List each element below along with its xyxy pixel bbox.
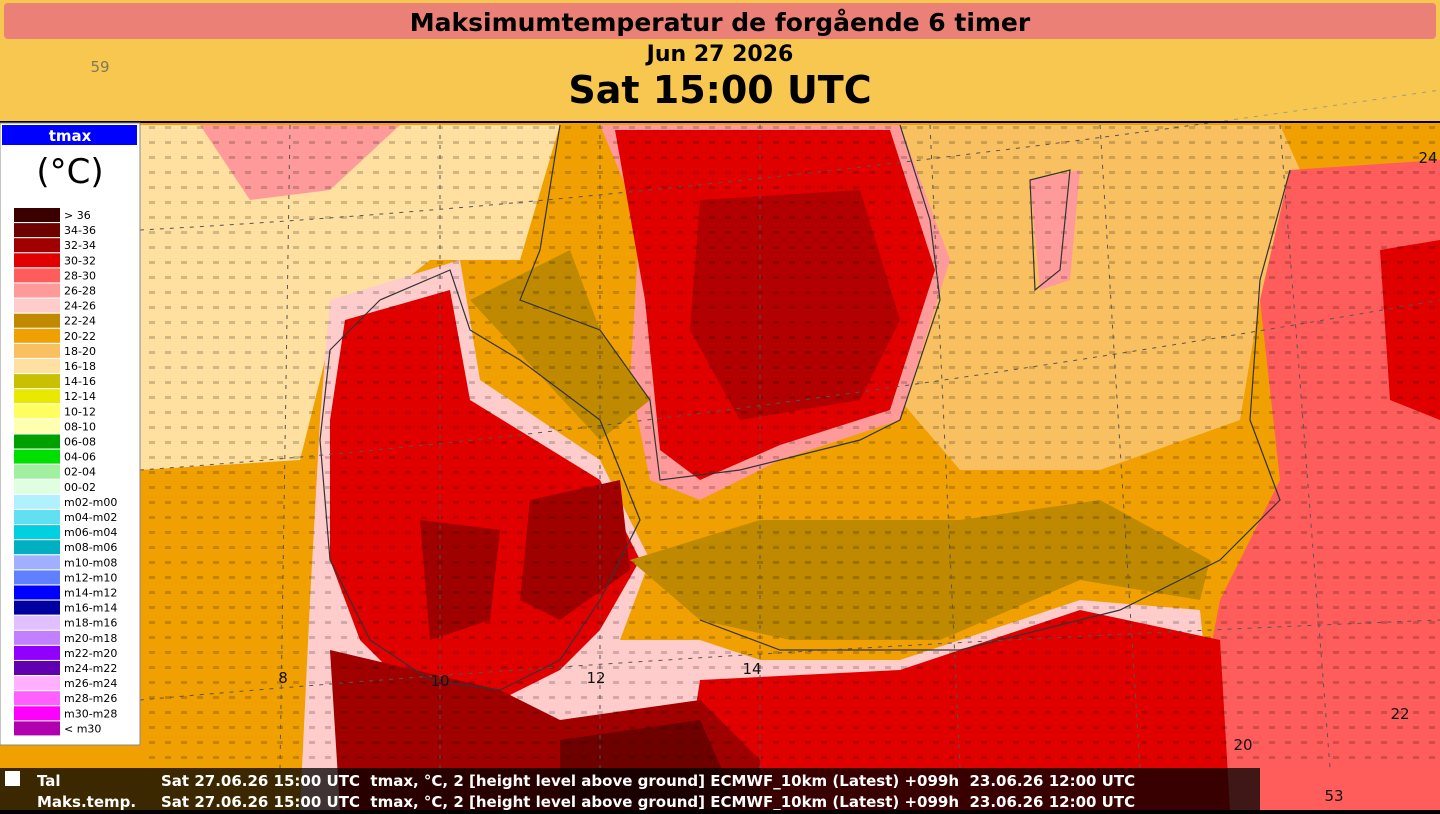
legend-swatch [14, 343, 60, 358]
legend-swatch [14, 540, 60, 555]
legend-swatch [14, 555, 60, 570]
graticule-label: 10 [430, 672, 449, 690]
legend-label: m26-m24 [64, 677, 117, 690]
legend-label: 30-32 [64, 254, 96, 267]
legend-label: 02-04 [64, 466, 96, 479]
graticule-label: 14 [742, 660, 761, 678]
legend-swatch [14, 600, 60, 615]
legend-swatch [14, 208, 60, 222]
legend-swatch [14, 374, 60, 389]
legend-label: m06-m04 [64, 526, 117, 539]
legend: tmax (°C) > 36 34-36 32-34 30-32 28-30 26-28 2… [0, 122, 141, 746]
legend-swatch [14, 268, 60, 283]
legend-swatch [14, 615, 60, 630]
legend-swatch [14, 525, 60, 540]
legend-label: 12-14 [64, 390, 96, 403]
temperature-fields [140, 125, 1440, 810]
title: Maksimumtemperatur de forgående 6 timer [410, 8, 1031, 37]
legend-swatch [14, 313, 60, 328]
legend-label: m10-m08 [64, 556, 117, 569]
legend-swatch [14, 691, 60, 706]
legend-label: 32-34 [64, 239, 96, 252]
footer-name: Maks.temp. [37, 793, 136, 810]
legend-swatch [14, 630, 60, 645]
legend-swatch [14, 585, 60, 600]
legend-swatch [14, 464, 60, 479]
footer-info: Sat 27.06.26 15:00 UTC tmax, °C, 2 [heig… [161, 793, 1135, 810]
legend-swatch [14, 389, 60, 404]
legend-swatch [14, 238, 60, 253]
legend-label: m18-m16 [64, 617, 117, 630]
legend-swatch [14, 404, 60, 419]
footer: Tal Sat 27.06.26 15:00 UTC tmax, °C, 2 [h… [0, 768, 1260, 811]
legend-swatch [14, 419, 60, 434]
legend-label: 08-10 [64, 420, 96, 433]
legend-unit: (°C) [36, 152, 103, 192]
legend-label: m08-m06 [64, 541, 117, 554]
legend-label: m22-m20 [64, 647, 117, 660]
graticule-label: 20 [1233, 736, 1252, 754]
legend-label: 24-26 [64, 300, 96, 313]
coastlines [319, 124, 1291, 691]
legend-label: 06-08 [64, 436, 96, 449]
legend-label: 20-22 [64, 330, 96, 343]
graticule [139, 89, 1440, 769]
legend-label: 28-30 [64, 269, 96, 282]
legend-label: m24-m22 [64, 662, 117, 675]
legend-swatch [14, 706, 60, 721]
legend-label: 10-12 [64, 405, 96, 418]
footer-name: Tal [37, 772, 61, 790]
legend-label: m28-m26 [64, 692, 117, 705]
legend-label: < m30 [64, 722, 101, 735]
header: Maksimumtemperatur de forgående 6 timer … [0, 0, 1440, 123]
graticule-label: 12 [586, 669, 605, 687]
time: Sat 15:00 UTC [568, 68, 871, 112]
graticule-label: 24 [1418, 149, 1437, 167]
legend-label: m16-m14 [64, 602, 117, 615]
legend-swatch [14, 645, 60, 660]
legend-label: 34-36 [64, 224, 96, 237]
legend-label: m04-m02 [64, 511, 117, 524]
legend-swatch [14, 253, 60, 268]
graticule-label: 59 [90, 58, 109, 76]
legend-label: m02-m00 [64, 496, 117, 509]
legend-swatch [14, 661, 60, 675]
legend-swatch [14, 328, 60, 343]
legend-swatch [14, 721, 60, 736]
legend-label: 04-06 [64, 451, 96, 464]
legend-swatch [14, 223, 60, 238]
legend-label: 26-28 [64, 285, 96, 298]
legend-label: m30-m28 [64, 707, 117, 720]
legend-swatch [14, 676, 60, 691]
legend-label: > 36 [64, 209, 91, 222]
legend-swatch [14, 494, 60, 509]
legend-label: 00-02 [64, 481, 96, 494]
legend-swatch [14, 449, 60, 464]
map-labels: 59 24 8 10 12 14 20 22 53 [90, 58, 1437, 805]
legend-title: tmax [49, 127, 92, 145]
legend-label: m12-m10 [64, 571, 117, 584]
legend-swatch [14, 434, 60, 449]
date: Jun 27 2026 [645, 42, 794, 67]
legend-swatch [14, 510, 60, 524]
legend-swatch [14, 479, 60, 494]
legend-label: 18-20 [64, 345, 96, 358]
graticule-label: 22 [1390, 705, 1409, 723]
graticule-label: 53 [1324, 787, 1343, 805]
legend-swatch [14, 283, 60, 298]
legend-label: 22-24 [64, 315, 96, 328]
legend-label: 14-16 [64, 375, 96, 388]
legend-swatch [14, 298, 60, 313]
legend-label: m14-m12 [64, 587, 117, 600]
legend-swatch [14, 359, 60, 373]
footer-info: Sat 27.06.26 15:00 UTC tmax, °C, 2 [heig… [161, 772, 1135, 790]
legend-label: m20-m18 [64, 632, 117, 645]
graticule-label: 8 [278, 669, 288, 687]
legend-swatch [14, 570, 60, 585]
legend-label: 16-18 [64, 360, 96, 373]
